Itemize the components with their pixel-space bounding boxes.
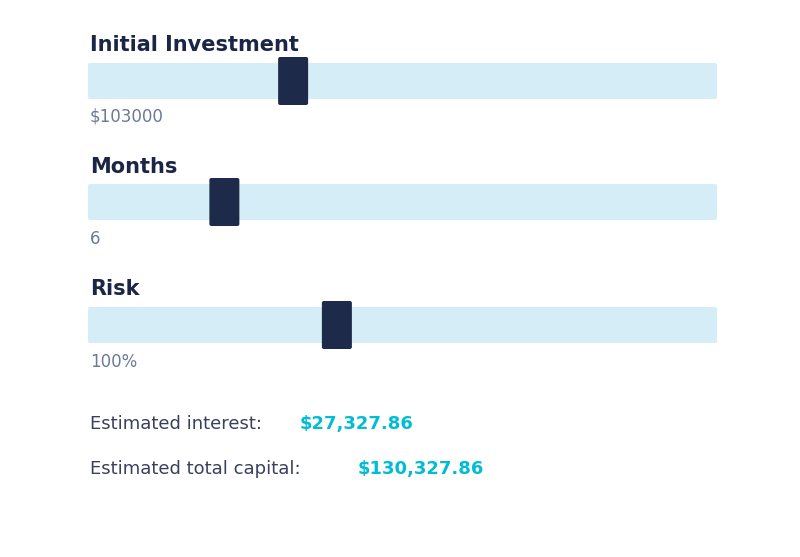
Text: Risk: Risk: [90, 279, 139, 299]
FancyBboxPatch shape: [88, 307, 717, 343]
FancyBboxPatch shape: [88, 184, 717, 220]
Text: 100%: 100%: [90, 353, 138, 371]
FancyBboxPatch shape: [88, 63, 717, 99]
FancyBboxPatch shape: [278, 57, 308, 105]
Text: 6: 6: [90, 230, 101, 248]
Text: $27,327.86: $27,327.86: [300, 415, 414, 433]
FancyBboxPatch shape: [322, 301, 352, 349]
Text: Estimated interest:: Estimated interest:: [90, 415, 268, 433]
Text: $130,327.86: $130,327.86: [358, 460, 484, 478]
Text: Months: Months: [90, 157, 178, 177]
Text: Estimated total capital:: Estimated total capital:: [90, 460, 306, 478]
FancyBboxPatch shape: [210, 178, 239, 226]
Text: Initial Investment: Initial Investment: [90, 35, 299, 55]
Text: $103000: $103000: [90, 108, 164, 126]
